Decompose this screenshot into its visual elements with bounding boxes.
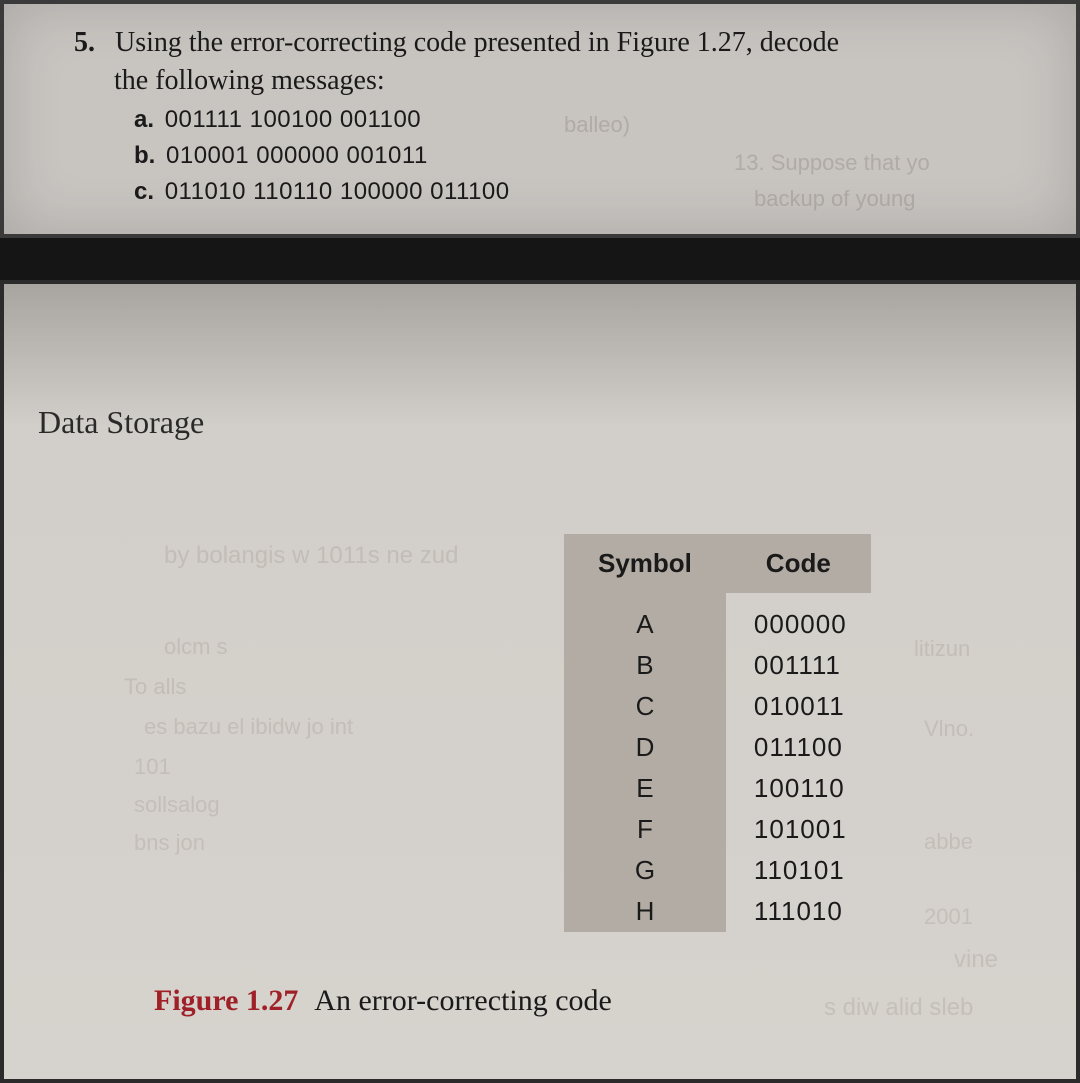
cell-code: 001111 xyxy=(726,645,871,686)
cell-symbol: B xyxy=(564,645,726,686)
table-row: A000000 xyxy=(564,593,871,645)
table-row: D011100 xyxy=(564,727,871,768)
cell-symbol: G xyxy=(564,850,726,891)
ghost-text: balleo) xyxy=(564,112,630,138)
sub-a-label: a. xyxy=(134,106,154,133)
ghost-text: backup of young xyxy=(754,186,915,212)
figure-panel: Data Storage by bolangis w 1011s ne zud o… xyxy=(0,280,1080,1083)
cell-symbol: A xyxy=(564,593,726,645)
table-row: H111010 xyxy=(564,891,871,932)
ghost-text: olcm s xyxy=(164,634,228,660)
cell-code: 000000 xyxy=(726,593,871,645)
figure-label: Figure 1.27 xyxy=(154,984,298,1017)
table-row: E100110 xyxy=(564,768,871,809)
question-text-line1: Using the error-correcting code presente… xyxy=(115,27,839,58)
panel-divider xyxy=(0,238,1080,280)
cell-code: 100110 xyxy=(726,768,871,809)
figure-caption: Figure 1.27 An error-correcting code xyxy=(154,984,612,1018)
question-number: 5. xyxy=(74,24,108,62)
table-row: C010011 xyxy=(564,686,871,727)
sub-c-label: c. xyxy=(134,178,154,205)
ghost-text: 13. Suppose that yo xyxy=(734,150,930,176)
table-row: B001111 xyxy=(564,645,871,686)
question-block: 5. Using the error-correcting code prese… xyxy=(74,24,1036,209)
col-symbol: Symbol xyxy=(564,534,726,593)
ghost-text: To alls xyxy=(124,674,186,700)
ghost-text: 101 xyxy=(134,754,171,780)
code-table: Symbol Code A000000B001111C010011D011100… xyxy=(564,534,871,932)
sub-b-code: 010001 000000 001011 xyxy=(166,142,428,169)
ghost-text: abbe xyxy=(924,829,973,855)
ghost-text: litizun xyxy=(914,636,970,662)
table-row: G110101 xyxy=(564,850,871,891)
ghost-text: bns jon xyxy=(134,830,205,856)
ghost-text: sollsalog xyxy=(134,792,220,818)
cell-symbol: D xyxy=(564,727,726,768)
sub-c-code: 011010 110110 100000 011100 xyxy=(165,178,510,205)
table-row: F101001 xyxy=(564,809,871,850)
cell-code: 110101 xyxy=(726,850,871,891)
cell-symbol: H xyxy=(564,891,726,932)
ghost-text: by bolangis w 1011s ne zud xyxy=(164,542,458,570)
cell-code: 011100 xyxy=(726,727,871,768)
cell-code: 101001 xyxy=(726,809,871,850)
table-header-row: Symbol Code xyxy=(564,534,871,593)
cell-code: 010011 xyxy=(726,686,871,727)
figure-caption-text: An error-correcting code xyxy=(314,984,612,1017)
ghost-text: es bazu el ibidw jo int xyxy=(144,714,353,740)
ghost-text: Vlno. xyxy=(924,716,974,742)
ghost-text: vine xyxy=(954,946,998,974)
ghost-text: s diw alid sleb xyxy=(824,994,973,1022)
cell-symbol: C xyxy=(564,686,726,727)
question-text-line2: the following messages: xyxy=(114,62,1036,100)
sub-a-code: 001111 100100 001100 xyxy=(165,106,421,133)
sub-b-label: b. xyxy=(134,142,155,169)
cell-symbol: E xyxy=(564,768,726,809)
section-title: Data Storage xyxy=(38,404,204,441)
col-code: Code xyxy=(726,534,871,593)
cell-code: 111010 xyxy=(726,891,871,932)
cell-symbol: F xyxy=(564,809,726,850)
question-panel: 5. Using the error-correcting code prese… xyxy=(0,0,1080,238)
ghost-text: 2001 xyxy=(924,904,973,930)
